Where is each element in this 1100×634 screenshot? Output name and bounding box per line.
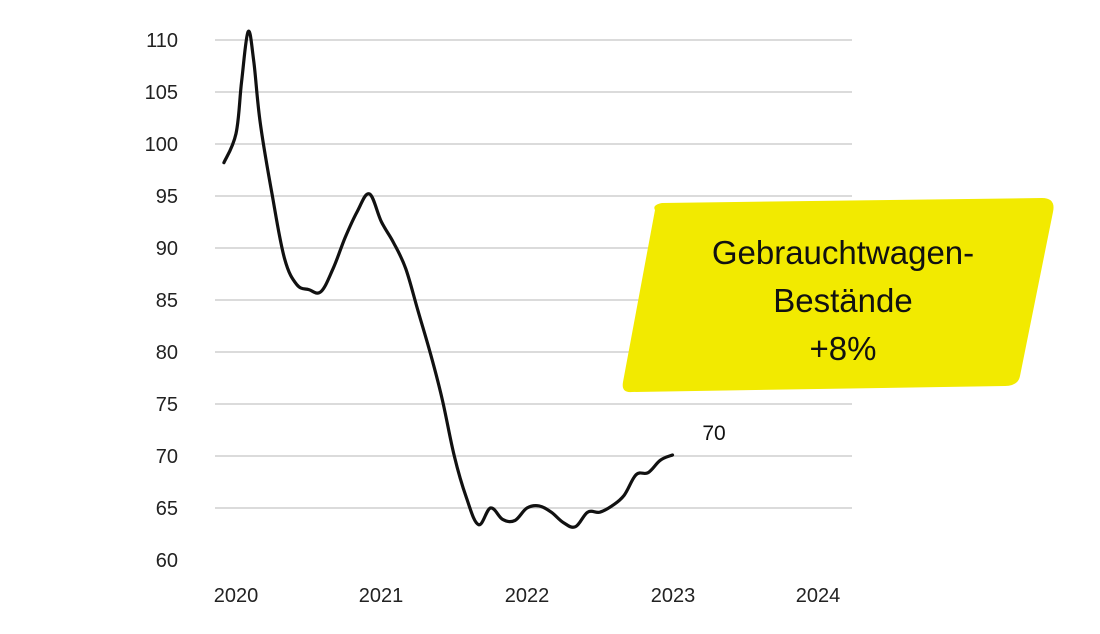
y-tick-label: 80 — [156, 342, 178, 364]
y-tick-label: 75 — [156, 394, 178, 416]
gridlines — [215, 39, 852, 509]
x-tick-label: 2024 — [796, 585, 841, 607]
x-axis: 2020 2021 2022 2023 2024 — [214, 585, 841, 607]
callout-line-2: Bestände — [773, 282, 912, 319]
callout-background — [622, 198, 1054, 393]
last-value-label: 70 — [702, 422, 725, 445]
x-tick-label: 2023 — [651, 585, 696, 607]
y-tick-label: 100 — [145, 134, 178, 156]
x-tick-label: 2020 — [214, 585, 259, 607]
y-tick-label: 95 — [156, 186, 178, 208]
x-tick-label: 2022 — [505, 585, 550, 607]
callout-line-3: +8% — [810, 330, 877, 367]
y-axis: 60 65 70 75 80 85 90 95 100 105 110 — [145, 30, 178, 572]
y-tick-label: 85 — [156, 290, 178, 312]
callout-line-1: Gebrauchtwagen- — [712, 234, 974, 271]
y-tick-label: 60 — [156, 550, 178, 572]
callout-badge: Gebrauchtwagen- Bestände +8% — [622, 198, 1054, 393]
y-tick-label: 70 — [156, 446, 178, 468]
y-tick-label: 105 — [145, 82, 178, 104]
series-line — [222, 29, 675, 529]
x-tick-label: 2021 — [359, 585, 404, 607]
y-tick-label: 110 — [146, 30, 178, 52]
y-tick-label: 65 — [156, 498, 178, 520]
y-tick-label: 90 — [156, 238, 178, 260]
